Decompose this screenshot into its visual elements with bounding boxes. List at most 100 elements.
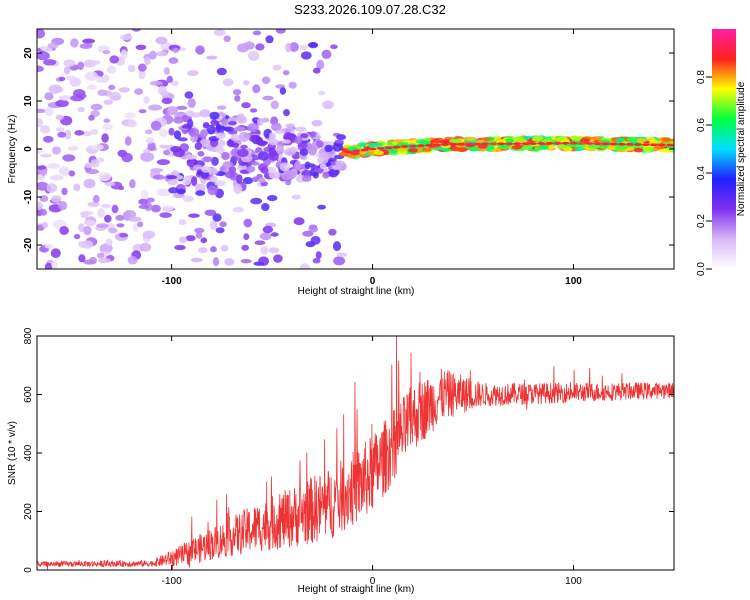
spectrogram-cell xyxy=(227,121,237,126)
spectrogram-cell xyxy=(111,204,119,214)
spectrogram-cell xyxy=(330,44,338,49)
y-tick-label: 400 xyxy=(23,444,34,461)
spectrogram-cell xyxy=(124,112,136,119)
spectrogram-cell xyxy=(236,174,243,185)
spectrogram-cell xyxy=(159,90,169,97)
spectrogram-ridge-cell xyxy=(545,142,554,145)
spectrogram-cell xyxy=(104,214,112,223)
spectrogram-ridge-cell xyxy=(641,143,650,147)
spectrogram-cell xyxy=(79,43,93,49)
spectrogram-cell xyxy=(150,204,161,213)
spectrogram-cell xyxy=(78,223,85,233)
spectrogram-cell xyxy=(192,164,203,171)
spectrogram-cell xyxy=(55,127,65,132)
spectrogram-cell xyxy=(328,168,339,178)
colorbar-tick-label: 0.0 xyxy=(696,262,707,276)
spectrogram-cell xyxy=(150,120,162,131)
y-tick-label: 0 xyxy=(23,567,34,573)
spectrogram-cell xyxy=(247,122,259,132)
spectrogram-cell xyxy=(102,50,111,55)
spectrogram-cell xyxy=(108,227,118,234)
spectrogram-cell xyxy=(245,42,255,50)
spectrogram-cell xyxy=(37,181,49,191)
spectrogram-cell xyxy=(171,80,179,87)
spectrogram-cell xyxy=(46,163,61,169)
spectrogram-cell xyxy=(589,144,600,149)
spectrogram-cell xyxy=(59,226,69,235)
spectrogram-cell xyxy=(317,90,326,96)
spectrogram-cell xyxy=(250,197,263,205)
spectrogram-cell xyxy=(83,178,96,189)
spectrogram-cell xyxy=(249,137,257,142)
spectrogram-cell xyxy=(522,145,533,150)
spectrogram-cell xyxy=(37,117,44,128)
spectrogram-ridge-cell xyxy=(360,148,369,152)
spectrogram-cell xyxy=(138,204,150,209)
spectrogram-cell xyxy=(97,89,108,96)
spectrogram-cell xyxy=(195,45,205,55)
spectrogram-cell xyxy=(216,105,227,110)
spectrogram-cell xyxy=(148,104,163,111)
spectrogram-cell xyxy=(357,142,368,147)
spectrogram-cell xyxy=(262,76,271,85)
spectrogram-cell xyxy=(636,138,647,143)
spectrogram-cell xyxy=(649,139,660,144)
spectrogram-cell xyxy=(206,55,218,60)
spectrogram-cell xyxy=(121,152,133,163)
spectrogram-cell xyxy=(297,142,308,149)
spectrogram-cell xyxy=(182,195,194,203)
spectrogram-ridge-cell xyxy=(577,142,586,145)
spectrogram-ridge-cell xyxy=(617,142,626,146)
spectrogram-cell xyxy=(70,38,79,48)
spectrogram-ridge-cell xyxy=(569,141,578,145)
spectrogram-cell xyxy=(52,146,61,155)
spectrogram-cell xyxy=(310,131,317,138)
spectrogram-cell xyxy=(308,226,319,233)
spectrogram-cell xyxy=(270,232,279,237)
spectrogram-cell xyxy=(316,140,324,148)
spectrogram-cell xyxy=(477,144,488,149)
spectrogram-cell xyxy=(316,59,325,70)
snr-y-label: SNR (10 * v/v) xyxy=(7,421,18,485)
spectrogram-cell xyxy=(191,176,198,187)
spectrogram-cell xyxy=(302,230,314,237)
spectrogram-cell xyxy=(641,147,652,152)
spectrogram-ridge-cell xyxy=(408,144,417,148)
spectrogram-cell xyxy=(271,122,282,132)
spectrogram-cell xyxy=(178,219,187,226)
spectrogram-cell xyxy=(210,119,219,126)
spectrogram-cell xyxy=(201,166,212,173)
colorbar-label: Normalized spectral amplitude xyxy=(736,81,747,216)
spectrogram-cell xyxy=(242,177,254,185)
spectrogram-ridge-cell xyxy=(384,146,393,150)
spectrogram-cell xyxy=(40,208,47,216)
spectrogram-cell xyxy=(185,110,195,117)
spectrogram-cell xyxy=(156,159,170,166)
spectrogram-cell xyxy=(182,176,191,186)
colorbar-tick-label: 0.4 xyxy=(696,166,707,180)
spectrogram-cell xyxy=(450,146,461,152)
spectrogram-cell xyxy=(504,138,515,143)
spectrogram-cell xyxy=(322,172,330,179)
spectrogram-cell xyxy=(158,188,171,197)
spectrogram-cell xyxy=(108,84,116,90)
spectrogram-cell xyxy=(159,212,172,218)
spectrogram-cell xyxy=(155,36,168,45)
spectrogram-cell xyxy=(268,138,279,146)
spectrogram-cell xyxy=(199,109,211,118)
spectrogram-cell xyxy=(120,49,128,60)
spectrogram-ridge-cell xyxy=(432,143,441,147)
spectrogram-ridge-cell xyxy=(625,142,634,146)
spectrogram-cell xyxy=(233,126,246,132)
spectrogram-ridge-cell xyxy=(585,142,594,145)
spectrogram-cell xyxy=(258,151,269,161)
spectrogram-cell xyxy=(219,221,227,228)
spectrogram-cell xyxy=(44,243,54,249)
spectrogram-cell xyxy=(181,124,193,129)
spectrogram-cell xyxy=(267,195,278,202)
spectrogram-cell xyxy=(258,140,267,147)
spectrogram-cell xyxy=(129,179,136,189)
spectrogram-cell xyxy=(102,123,113,131)
spectrogram-ridge-cell xyxy=(553,142,562,145)
